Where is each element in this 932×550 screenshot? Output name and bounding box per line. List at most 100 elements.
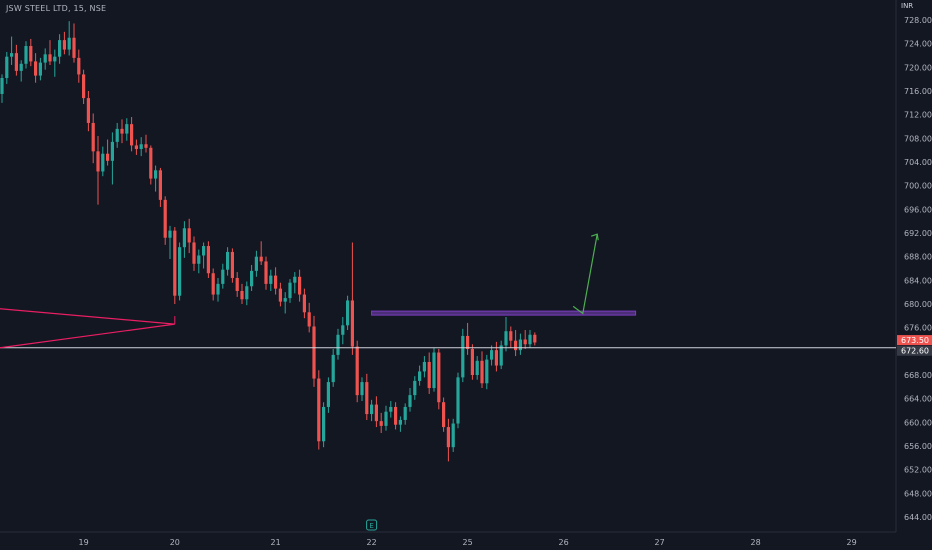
candle-body (283, 298, 287, 302)
price-tick-label: 684.00 (904, 276, 932, 285)
candles-layer (0, 21, 537, 462)
candle (211, 268, 215, 301)
candle-body (365, 382, 369, 415)
candle (365, 373, 369, 420)
candle (274, 267, 278, 295)
candle (0, 74, 4, 103)
candle-body (518, 339, 522, 351)
candle-body (240, 290, 244, 300)
candle-body (336, 334, 340, 355)
candle (168, 225, 172, 260)
candle (101, 146, 105, 177)
price-tick-label: 688.00 (904, 253, 932, 262)
candle-body (245, 286, 249, 300)
candle-body (437, 352, 441, 403)
candle-body (158, 170, 162, 200)
candle (226, 247, 230, 276)
candle-body (187, 228, 191, 243)
time-tick-label: 26 (559, 538, 569, 547)
candle (326, 377, 330, 413)
candle-body (475, 360, 479, 375)
candle-body (115, 128, 119, 142)
candle-body (533, 334, 537, 343)
candle-body (394, 406, 398, 425)
symbol-title[interactable]: JSW STEEL LTD, 15, NSE (6, 4, 107, 13)
candle (187, 218, 191, 254)
time-axis[interactable]: 19 20 21 22 25 26 27 28 29 (79, 538, 857, 547)
candle (490, 345, 494, 366)
candle-body (202, 246, 206, 256)
candle (163, 196, 167, 245)
candle (178, 242, 182, 301)
candle-body (62, 40, 66, 50)
candle-body (326, 382, 330, 407)
candle (403, 403, 407, 425)
candle-body (480, 360, 484, 384)
candle-body (346, 300, 350, 326)
candle (29, 38, 33, 67)
candle (240, 283, 244, 304)
candle (221, 263, 225, 289)
candle-body (120, 128, 124, 134)
earnings-marker[interactable]: E (366, 519, 378, 531)
candle (10, 36, 14, 65)
candle (38, 57, 42, 81)
candle-body (230, 251, 234, 278)
candle (437, 348, 441, 410)
candle-body (322, 406, 326, 442)
candle-body (154, 170, 158, 179)
earnings-label: E (369, 522, 373, 530)
candle-body (499, 345, 503, 366)
candle (235, 272, 239, 297)
candle (302, 288, 306, 319)
time-tick-label: 25 (463, 538, 473, 547)
reference-price-badge: 672.60 (897, 345, 932, 356)
candle-body (226, 251, 230, 270)
candle (446, 418, 450, 462)
candle-body (106, 153, 110, 161)
candle-body (389, 406, 393, 412)
resistance-zone[interactable] (371, 310, 637, 316)
candle (245, 281, 249, 306)
price-tick-label: 652.00 (904, 466, 932, 475)
candle-body (130, 124, 134, 146)
price-tick-label: 728.00 (904, 16, 932, 25)
price-tick-label: 656.00 (904, 442, 932, 451)
candle-body (24, 46, 28, 64)
candle-body (408, 395, 412, 407)
candle (494, 341, 498, 372)
time-tick-label: 20 (170, 538, 180, 547)
candle-body (82, 74, 86, 99)
candle (125, 118, 129, 141)
candle (379, 412, 383, 433)
reference-price-badge-box (897, 345, 932, 356)
candle (394, 402, 398, 430)
candle (144, 134, 148, 153)
candle-body (269, 275, 273, 284)
candle (115, 122, 119, 148)
candle-body (442, 402, 446, 428)
candle (533, 332, 537, 346)
candle-body (10, 53, 14, 57)
candle-body (182, 228, 186, 248)
candle (350, 242, 354, 355)
candle-body (331, 354, 335, 383)
candle (389, 401, 393, 418)
candle-body (451, 423, 455, 448)
candle (230, 248, 234, 283)
projection-arrow[interactable] (572, 234, 598, 315)
candle-body (259, 256, 263, 262)
candle (461, 328, 465, 383)
candle-body (86, 98, 90, 123)
candle-body (206, 246, 210, 274)
candle-body (211, 273, 215, 295)
candle (48, 40, 52, 65)
candle (139, 137, 143, 157)
candle (370, 399, 374, 422)
price-tick-label: 644.00 (904, 513, 932, 522)
last-price-badge: 673.50 (897, 335, 932, 346)
price-axis[interactable]: 728.00 724.00 720.00 716.00 712.00 708.00 704.… (904, 16, 932, 522)
candle-body (379, 421, 383, 426)
candle-body (466, 335, 470, 349)
